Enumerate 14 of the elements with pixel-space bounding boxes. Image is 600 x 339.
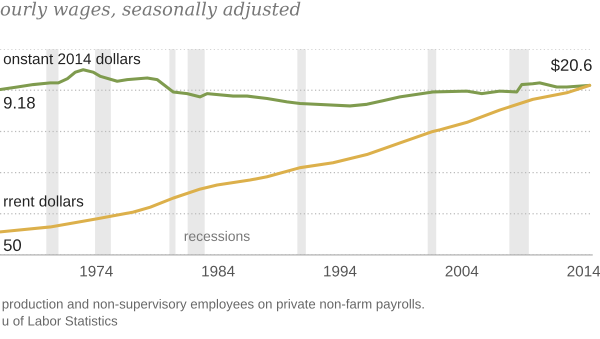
band-label: recessions [184, 230, 250, 242]
x-tick-label: 2014 [567, 266, 600, 277]
annotation: 9.18 [4, 96, 35, 109]
data-label: $20.6 [550, 58, 592, 72]
x-tick-label: 1994 [324, 266, 357, 277]
series-label: onstant 2014 dollars [4, 53, 140, 64]
annotation: 50 [4, 239, 22, 252]
x-tick-label: 1984 [202, 266, 235, 277]
text: u of Labor Statistics [2, 316, 118, 326]
x-tick-label: 2004 [446, 266, 478, 277]
chart-subtitle: ourly wages, seasonally adjusted [0, 2, 300, 20]
series-label: rrent dollars [4, 195, 84, 207]
text: production and non-supervisory employees on private non-farm payrolls. [2, 298, 424, 312]
x-tick-label: 1974 [80, 266, 113, 277]
